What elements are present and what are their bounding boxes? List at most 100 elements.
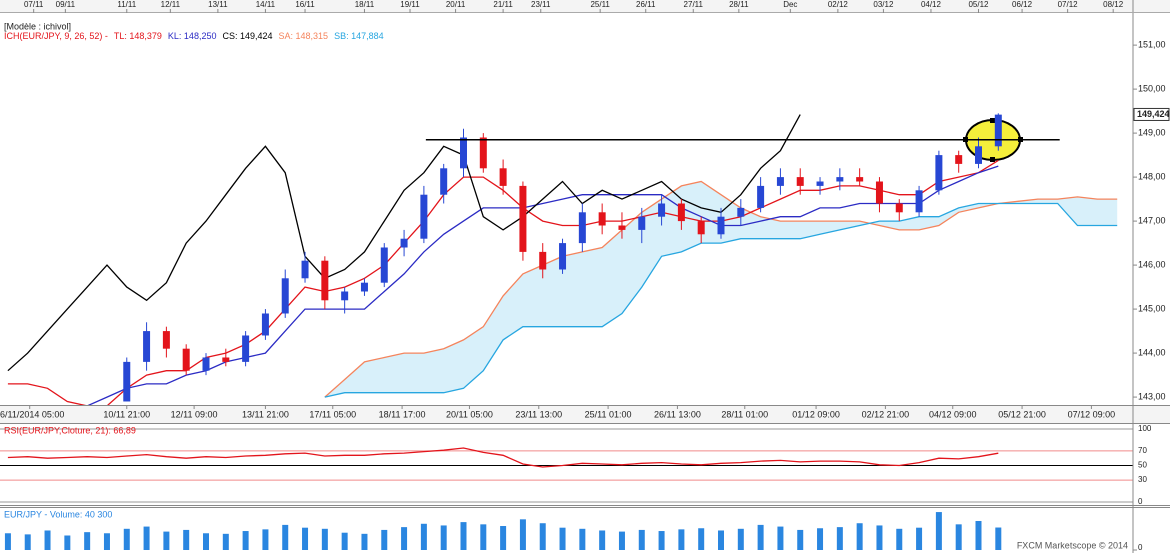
candle-body	[440, 168, 448, 195]
volume-bar	[935, 512, 942, 550]
candle-body	[578, 212, 586, 244]
volume-bar	[24, 534, 31, 550]
x-tick-label: 17/11 05:00	[309, 409, 356, 419]
legend-entry: KL: 148,250	[168, 31, 217, 41]
candle-body	[479, 137, 487, 169]
legend-entry: SA: 148,315	[279, 31, 329, 41]
volume-bar	[143, 526, 150, 550]
volume-bar	[916, 527, 923, 550]
volume-plot	[4, 512, 1002, 550]
rsi-tick-label: 50	[1138, 461, 1147, 470]
volume-bar	[242, 531, 249, 550]
y-tick-label: 144,00	[1138, 347, 1166, 357]
top-x-tick-label: 12/11	[161, 0, 181, 9]
top-x-tick-label: 18/11	[355, 0, 375, 9]
candle-body	[915, 190, 923, 213]
last-price-box	[1133, 107, 1170, 121]
x-tick-label: 07/12 09:00	[1068, 409, 1116, 419]
candle-body	[539, 251, 547, 270]
top-x-tick-label: 20/11	[446, 0, 466, 9]
candle-body	[222, 357, 230, 362]
x-tick-label: 13/11 21:00	[242, 409, 289, 419]
candle-body	[717, 216, 725, 235]
top-x-tick-label: 07/12	[1058, 0, 1079, 9]
volume-bar	[44, 530, 51, 550]
top-x-tick-label: 07/11	[24, 0, 44, 9]
volume-bar	[658, 531, 665, 550]
candle-body	[935, 155, 943, 191]
indicator-line	[324, 180, 1118, 398]
candle-body	[143, 331, 151, 362]
legend-entry: SB: 147,884	[334, 31, 384, 41]
candle-body	[836, 177, 844, 182]
volume-bar	[440, 525, 447, 550]
candle-body	[499, 168, 507, 186]
volume-bar	[4, 533, 11, 550]
x-tick-label: 25/11 01:00	[585, 409, 632, 419]
top-x-tick-label: 06/12	[1012, 0, 1033, 9]
legend-entry: CS: 149,424	[222, 31, 272, 41]
candle-body	[875, 181, 883, 204]
candle-body	[757, 185, 765, 208]
x-tick-label: 18/11 17:00	[379, 409, 426, 419]
x-tick-label: 12/11 09:00	[171, 409, 218, 419]
y-tick-label: 146,00	[1138, 259, 1166, 269]
candle-body	[301, 260, 309, 279]
indicator-line	[7, 114, 801, 372]
volume-bar	[262, 529, 269, 550]
top-x-tick-label: Dec	[783, 0, 797, 9]
volume-bar	[302, 527, 309, 550]
volume-bar	[777, 526, 784, 550]
candle-body	[182, 348, 190, 371]
candle-body	[618, 225, 626, 230]
candle-body	[460, 137, 467, 169]
x-tick-label: 01/12 09:00	[792, 409, 840, 419]
candle-body	[975, 146, 982, 164]
last-price-label: 149,424	[1137, 109, 1170, 119]
volume-bar	[341, 532, 348, 550]
candle-body	[162, 331, 170, 349]
candle-body	[737, 207, 745, 217]
top-x-tick-label: 23/11	[531, 0, 551, 9]
candle-body	[994, 114, 1002, 147]
volume-tick-label: 0	[1138, 543, 1143, 552]
bottom-date-strip	[0, 406, 1170, 423]
volume-bar	[500, 526, 507, 550]
top-x-tick-label: 05/12	[968, 0, 989, 9]
candle-body	[816, 181, 824, 186]
volume-bar	[995, 527, 1002, 550]
volume-bar	[698, 528, 705, 550]
x-tick-label: 23/11 13:00	[515, 409, 562, 419]
rsi-tick-label: 70	[1138, 446, 1147, 455]
volume-bar	[718, 530, 724, 550]
volume-bar	[539, 523, 546, 550]
candle-body	[697, 221, 705, 235]
top-x-tick-label: 21/11	[493, 0, 513, 9]
top-x-tick-label: 04/12	[921, 0, 942, 9]
volume-bar	[579, 528, 586, 550]
ellipse-handle	[990, 118, 995, 123]
volume-bar	[401, 527, 408, 550]
volume-bar	[599, 530, 606, 550]
volume-bar	[420, 523, 427, 550]
candle-body	[400, 238, 408, 248]
volume-bar	[559, 527, 566, 550]
candle-body	[380, 247, 388, 283]
top-x-tick-label: 25/11	[590, 0, 610, 9]
top-x-tick-label: 09/11	[56, 0, 76, 9]
main-plot	[7, 113, 1118, 405]
volume-bar	[460, 522, 467, 550]
volume-bar	[737, 528, 744, 550]
x-tick-label: 10/11 21:00	[103, 409, 150, 419]
rsi-tick-label: 100	[1138, 424, 1152, 433]
volume-bar	[123, 528, 130, 550]
volume-bar	[321, 528, 328, 550]
candle-body	[559, 243, 567, 270]
volume-bar	[975, 520, 982, 550]
top-x-tick-label: 19/11	[400, 0, 420, 9]
volume-bar	[896, 528, 903, 550]
x-tick-label: 06/11/2014 05:00	[0, 409, 64, 419]
x-tick-label: 26/11 13:00	[654, 409, 701, 419]
